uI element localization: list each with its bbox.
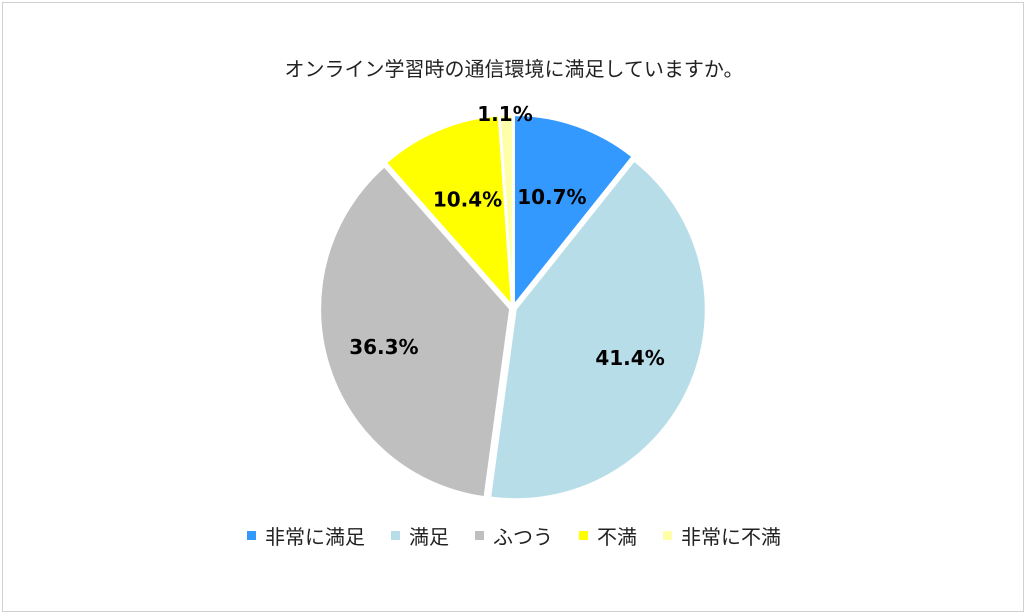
- legend-swatch: [663, 531, 672, 540]
- pie-slice-very-satisfied: [512, 114, 634, 309]
- data-label-dissatisfied: 10.4%: [433, 187, 502, 211]
- data-label-very-dissatisfied: 1.1%: [477, 102, 532, 126]
- pie-slice-very-dissatisfied: [498, 114, 514, 306]
- data-label-satisfied: 41.4%: [595, 346, 664, 370]
- legend-label: 非常に不満: [681, 525, 781, 549]
- legend-item-neutral: ふつう: [475, 521, 553, 550]
- legend-swatch: [391, 531, 400, 540]
- legend-item-satisfied: 満足: [391, 521, 449, 550]
- legend-swatch: [475, 531, 484, 540]
- chart-legend: 非常に満足 満足 ふつう 不満 非常に不満: [0, 521, 1028, 550]
- chart-title: オンライン学習時の通信環境に満足していますか。: [284, 57, 744, 81]
- legend-label: ふつう: [493, 525, 553, 549]
- data-label-neutral: 36.3%: [349, 335, 418, 359]
- legend-item-dissatisfied: 不満: [579, 521, 637, 550]
- legend-item-very-satisfied: 非常に満足: [247, 521, 365, 550]
- legend-item-very-dissatisfied: 非常に不満: [663, 521, 781, 550]
- pie-slice-dissatisfied: [384, 114, 514, 309]
- legend-label: 非常に満足: [265, 525, 365, 549]
- pie-slice-satisfied: [489, 159, 707, 501]
- legend-swatch: [247, 531, 256, 540]
- pie-slice-neutral: [319, 165, 512, 499]
- data-label-very-satisfied: 10.7%: [517, 185, 586, 209]
- legend-swatch: [579, 531, 588, 540]
- legend-label: 不満: [597, 525, 637, 549]
- legend-label: 満足: [409, 525, 449, 549]
